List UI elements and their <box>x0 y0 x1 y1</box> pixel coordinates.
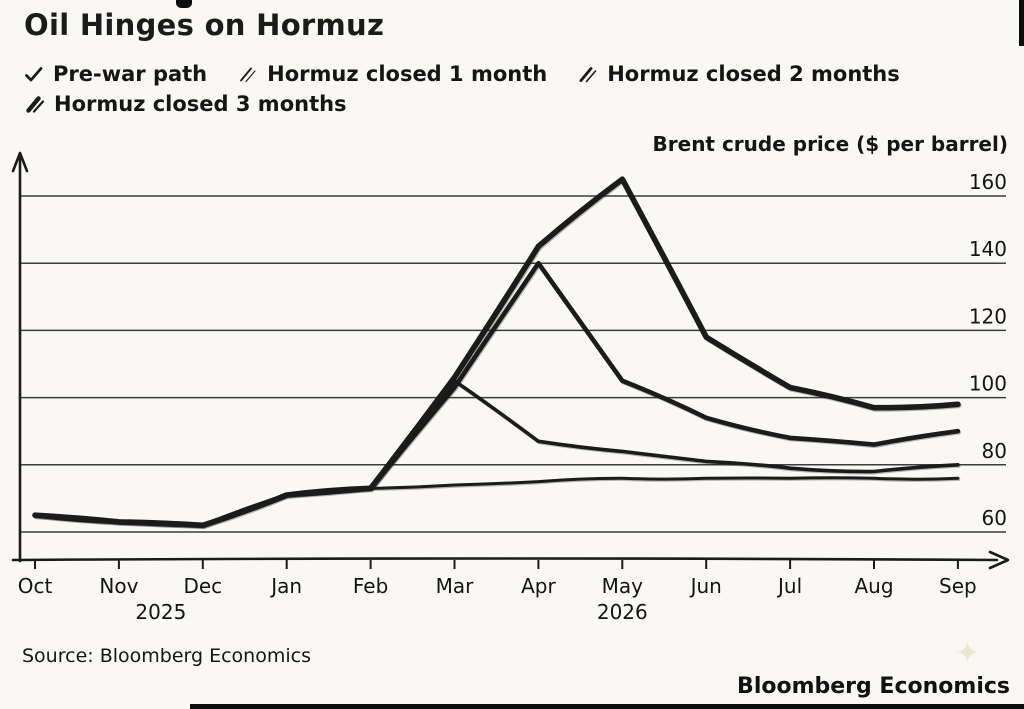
scan-artifact <box>1019 0 1024 46</box>
check-icon <box>24 66 44 83</box>
x-tick-label: May <box>602 574 644 598</box>
x-tick-label: Jun <box>689 574 722 598</box>
year-label: 2025 <box>135 600 186 624</box>
x-tick-label: Aug <box>854 574 893 598</box>
series-hormuz-closed-2-months <box>32 260 962 529</box>
grid-lines: 60 80 100 120 140 160 <box>19 170 1007 533</box>
legend-label: Hormuz closed 3 months <box>54 92 347 116</box>
legend-item-pre-war-path: Pre-war path <box>24 62 207 86</box>
x-tick-label: Feb <box>353 574 388 598</box>
chart-title: Oil Hinges on Hormuz <box>24 8 385 42</box>
legend-label: Hormuz closed 2 months <box>607 62 900 86</box>
legend-item-closed-1-month: Hormuz closed 1 month <box>237 62 547 86</box>
pen-stroke-icon <box>577 66 598 83</box>
x-tick-label: Sep <box>939 574 977 598</box>
x-tick-label: Oct <box>18 574 53 598</box>
y-tick-label: 160 <box>969 170 1007 194</box>
x-tick-label: Apr <box>521 574 556 598</box>
legend-label: Hormuz closed 1 month <box>267 62 548 86</box>
x-tick-label: Jul <box>776 574 802 598</box>
y-tick-label: 140 <box>969 237 1007 261</box>
x-tick-label: Nov <box>99 574 138 598</box>
y-tick-label: 100 <box>969 372 1007 396</box>
source-note: Source: Bloomberg Economics <box>22 645 311 667</box>
y-tick-label: 120 <box>969 304 1007 328</box>
series-hormuz-closed-3-months <box>32 176 962 530</box>
pen-stroke-icon <box>24 95 45 113</box>
legend: Pre-war path Hormuz closed 1 month Hormu… <box>24 62 924 116</box>
scan-artifact <box>176 0 192 8</box>
x-tick-label: Dec <box>183 574 222 598</box>
brand-logo: Bloomberg Economics <box>737 674 1010 699</box>
series-pre-war-path <box>33 476 961 529</box>
axes: Oct Nov Dec Jan Feb Mar Apr May Jun Jul Aug Sep 2025… <box>11 151 1010 624</box>
x-tick-label: Jan <box>269 574 302 598</box>
legend-item-closed-2-months: Hormuz closed 2 months <box>577 62 900 86</box>
pen-stroke-icon <box>237 66 258 83</box>
sparkle-icon: ✦ <box>954 636 980 671</box>
x-tick-label: Mar <box>436 574 475 598</box>
legend-item-closed-3-months: Hormuz closed 3 months <box>24 92 347 116</box>
year-label: 2026 <box>597 600 648 624</box>
y-axis-title: Brent crude price ($ per barrel) <box>652 132 1008 156</box>
scan-artifact <box>190 704 1024 709</box>
legend-label: Pre-war path <box>53 62 208 86</box>
y-tick-label: 60 <box>982 506 1007 530</box>
series-hormuz-closed-1-month <box>33 379 961 529</box>
y-tick-label: 80 <box>982 439 1007 463</box>
